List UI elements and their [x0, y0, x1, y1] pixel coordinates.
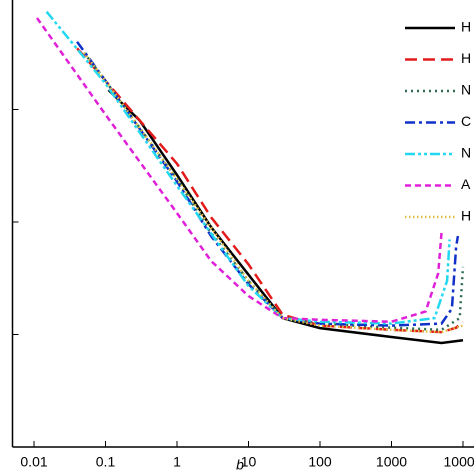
series-line	[76, 47, 464, 334]
legend-label: N	[461, 82, 471, 98]
legend-label: H	[461, 208, 471, 224]
series-line	[83, 51, 464, 334]
x-tick-label: 10000	[444, 454, 474, 470]
x-tick-label: 100	[308, 454, 332, 470]
legend-label: H	[461, 19, 471, 35]
legend-label: A	[461, 176, 471, 192]
x-tick-label: 1	[173, 454, 181, 470]
legend-label: C	[461, 113, 471, 129]
legend-label: N	[461, 145, 471, 161]
x-tick-label: 1000	[376, 454, 407, 470]
series-line	[107, 89, 464, 345]
series-line	[76, 41, 460, 327]
series-line	[35, 17, 443, 323]
x-tick-label: 10	[241, 454, 257, 470]
legend-label: H	[461, 50, 471, 66]
x-tick-label: 0.01	[20, 454, 47, 470]
x-tick-label: 0.1	[96, 454, 116, 470]
x-axis-label: b	[236, 457, 244, 473]
series-line	[83, 51, 465, 332]
series-line	[45, 10, 451, 325]
